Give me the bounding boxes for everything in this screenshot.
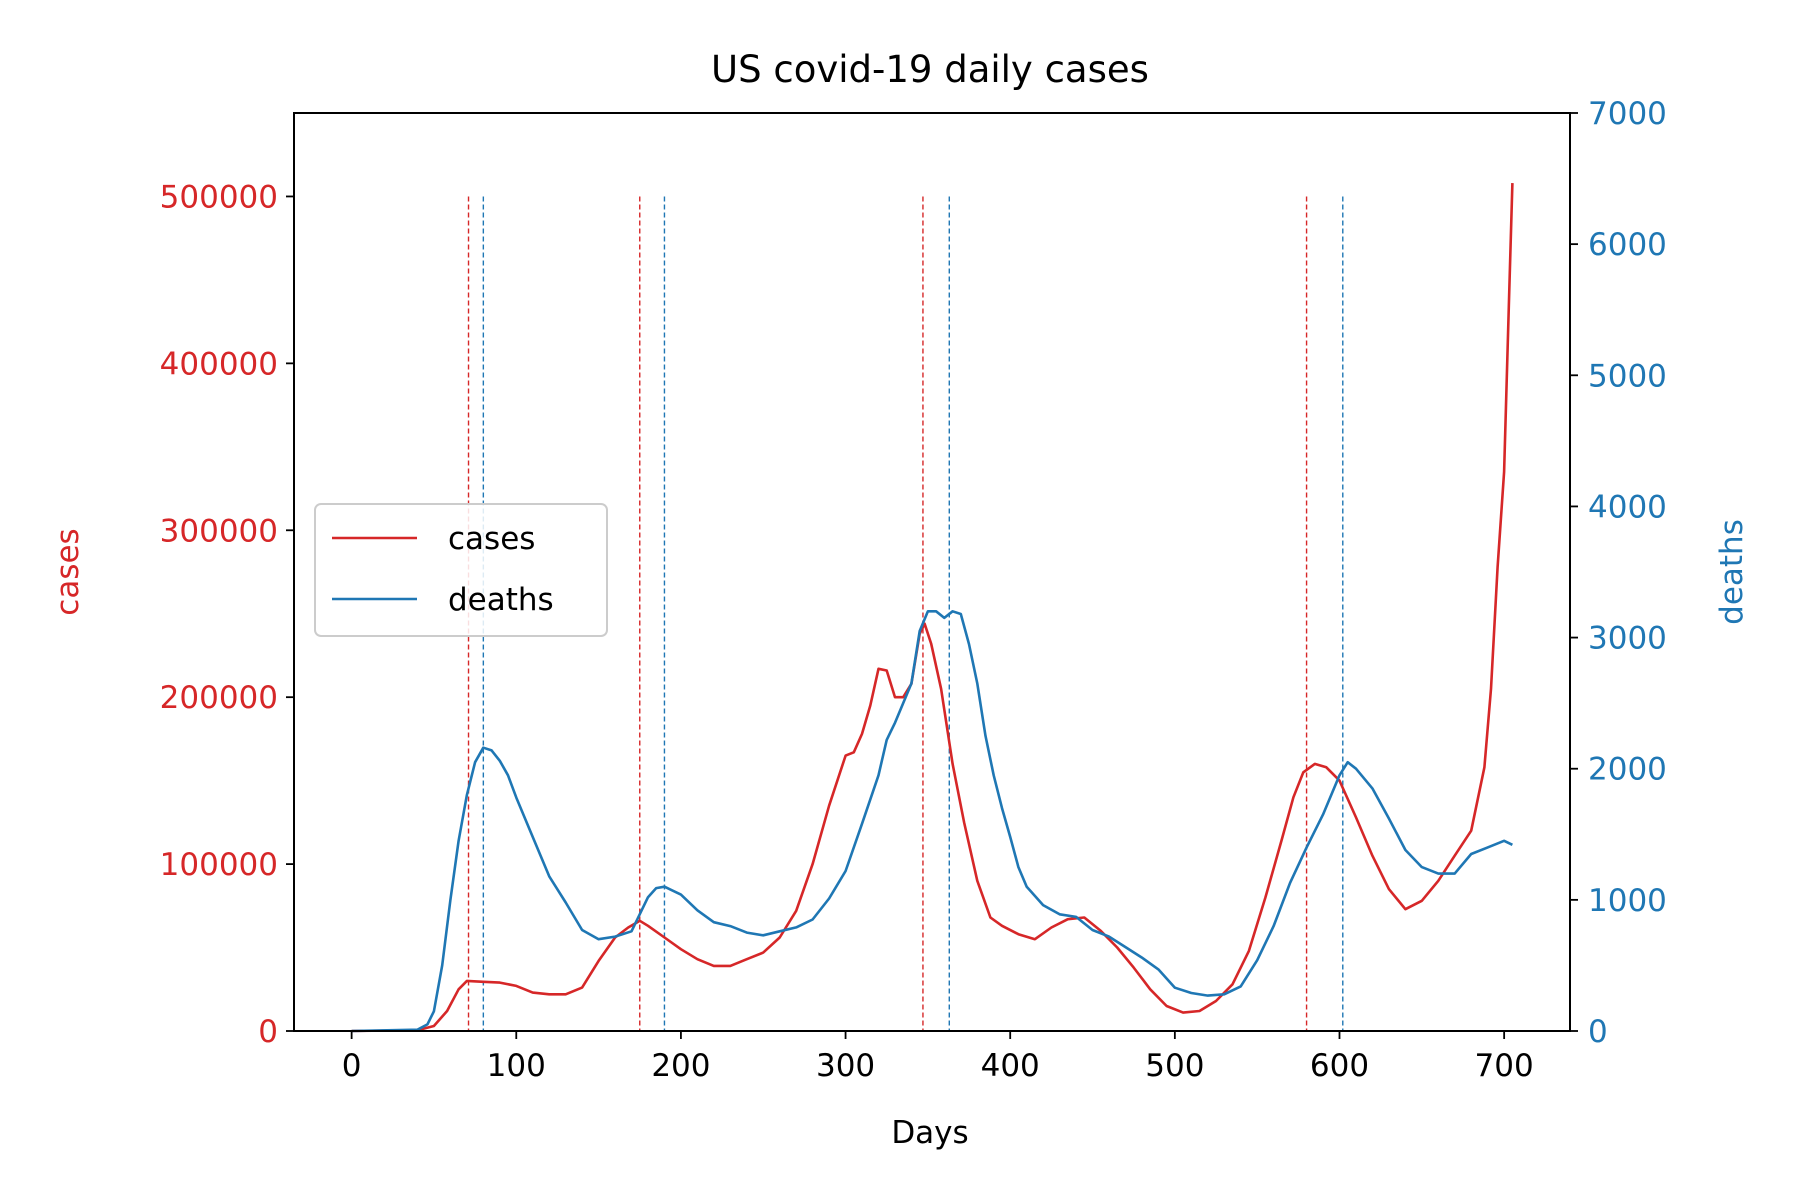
x-axis-ticks: 0 100 200 300 400 500 600 700 xyxy=(342,1031,1534,1084)
left-y-axis-ticks: 0 100000 200000 300000 400000 500000 xyxy=(160,179,294,1050)
chart-title: US covid-19 daily cases xyxy=(711,48,1149,91)
left-y-tick-label: 0 xyxy=(258,1014,278,1050)
x-tick-label: 0 xyxy=(342,1048,362,1084)
right-y-tick-label: 6000 xyxy=(1588,227,1667,263)
series-line-cases xyxy=(351,183,1514,1033)
plot-area-frame xyxy=(293,112,1571,1032)
legend-label-deaths: deaths xyxy=(448,582,554,618)
series-lines xyxy=(351,183,1514,1033)
left-y-tick-label: 100000 xyxy=(160,847,278,883)
x-tick-label: 300 xyxy=(816,1048,875,1084)
x-tick-label: 100 xyxy=(487,1048,546,1084)
x-tick-label: 200 xyxy=(651,1048,710,1084)
right-y-tick-label: 0 xyxy=(1588,1014,1608,1050)
x-tick-label: 700 xyxy=(1475,1048,1534,1084)
right-y-axis-ticks: 0 1000 2000 3000 4000 5000 6000 7000 xyxy=(1570,96,1667,1050)
left-y-tick-label: 400000 xyxy=(160,346,278,382)
x-tick-label: 500 xyxy=(1145,1048,1204,1084)
legend: cases deaths xyxy=(314,503,608,637)
left-y-axis-title: cases xyxy=(50,528,86,615)
right-y-tick-label: 2000 xyxy=(1588,752,1667,788)
left-y-tick-label: 200000 xyxy=(160,680,278,716)
right-y-tick-label: 7000 xyxy=(1588,96,1667,132)
right-y-axis-title: deaths xyxy=(1714,519,1750,625)
left-y-tick-label: 300000 xyxy=(160,513,278,549)
x-axis-title: Days xyxy=(891,1115,968,1151)
right-y-tick-label: 3000 xyxy=(1588,621,1667,657)
right-y-tick-label: 5000 xyxy=(1588,358,1667,394)
right-y-tick-label: 1000 xyxy=(1588,883,1667,919)
left-y-tick-label: 500000 xyxy=(160,179,278,215)
right-y-tick-label: 4000 xyxy=(1588,489,1667,525)
x-tick-label: 400 xyxy=(981,1048,1040,1084)
x-tick-label: 600 xyxy=(1310,1048,1369,1084)
series-line-deaths xyxy=(351,609,1513,1033)
legend-label-cases: cases xyxy=(448,521,535,557)
